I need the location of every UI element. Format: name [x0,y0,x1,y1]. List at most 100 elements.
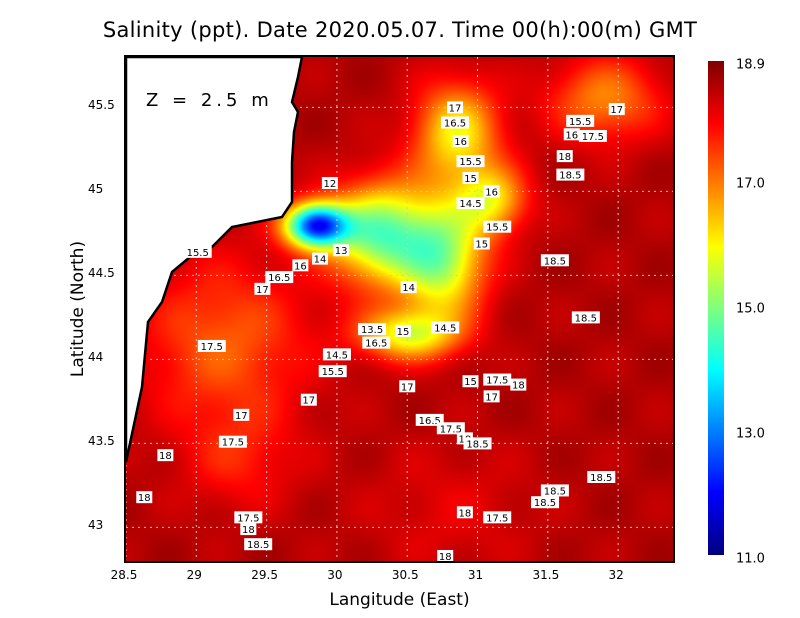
contour-label: 16 [485,187,498,198]
contour-label-bg [183,245,212,258]
contour-label: 18.5 [575,313,597,324]
contour-label: 18 [138,493,151,504]
land-coastline [126,57,304,463]
contour-label-bg [436,422,465,435]
colorbar-tick-label: 11.0 [736,551,765,567]
contour-label: 17 [235,411,248,422]
contour-label: 18.5 [534,498,556,509]
contour-label: 17 [256,285,269,296]
contour-label-bg [399,380,416,393]
contour-label: 13.5 [361,325,383,336]
contour-label-bg [556,168,585,181]
depth-annotation: Z = 2.5 m [146,90,273,111]
contour-label: 14.5 [326,350,348,361]
contour-label: 16 [565,130,578,141]
contour-label: 18 [439,552,452,561]
contour-label: 18.5 [590,473,612,484]
contour-label-bg [510,378,527,391]
contour-label: 15.5 [322,367,344,378]
contour-label: 18 [459,508,472,519]
contour-label: 12 [324,179,337,190]
contour-label-bg [483,185,500,198]
contour-label-bg [483,373,512,386]
x-tick-label: 28.5 [110,568,138,582]
y-tick-label: 43 [88,518,104,533]
contour-label: 13 [335,246,348,257]
contour-label: 18 [558,152,571,163]
contour-label-bg [358,323,387,336]
contour-label: 14.5 [459,199,481,210]
contour-label: 16.5 [268,273,290,284]
contour-label-bg [431,321,460,334]
contour-label: 17.5 [582,132,604,143]
contour-label: 15.5 [187,248,209,259]
contour-label-bg [240,523,257,536]
contour-label-bg [312,252,329,265]
contour-label: 15.5 [486,223,508,234]
contour-label: 18.5 [544,486,566,497]
x-tick-label: 31 [467,568,484,582]
contour-label: 14 [314,255,327,266]
contour-label-bg [456,506,473,519]
map-overlay: 1716.51615.5151214.51615.5151315.5141616… [126,57,673,561]
contour-label-bg [483,220,512,233]
contour-label: 17.5 [201,342,223,353]
contour-label: 15 [475,239,488,250]
colorbar [708,61,724,555]
contour-label-bg [292,259,309,272]
contour-label: 16.5 [444,119,466,130]
contour-label-bg [244,538,273,551]
contour-label: 17 [610,105,623,116]
contour-label-bg [587,471,616,483]
y-tick-label: 45 [88,182,104,197]
x-axis-label: Langitude (East) [329,590,470,610]
contour-label: 14 [402,283,415,294]
contour-label: 14.5 [434,323,456,334]
contour-label: 18.5 [247,540,269,551]
contour-label: 15 [464,174,477,185]
contour-label-bg [462,171,479,184]
contour-label: 17.5 [486,513,508,524]
contour-label-bg [362,336,391,349]
contour-label-bg [197,339,226,352]
x-tick-label: 29 [186,568,202,582]
colorbar-tick-label: 18.9 [736,57,765,73]
contour-label-bg [463,437,492,450]
contour-label-bg [483,511,512,524]
contour-label-bg [318,365,347,378]
contour-label-bg [556,150,573,163]
colorbar-tick-label: 13.0 [736,426,765,442]
contour-label-bg [566,114,595,127]
contour-label: 17.5 [486,376,508,387]
contour-label-bg [218,435,247,448]
contour-label-bg [415,413,444,426]
contour-label: 17.5 [440,424,462,435]
contour-label-bg [321,177,338,189]
contour-label-bg [441,116,470,129]
y-tick-label: 45.5 [88,98,115,113]
contour-label: 15.5 [569,117,591,128]
contour-label: 18.5 [559,171,581,182]
contour-label-bg [563,128,580,141]
contour-label: 16 [454,137,467,148]
contour-label-bg [157,449,174,462]
plot-area: 17 16.5 16 15.5 15 12 14.5 16 15.5 15 13 15.5 14 16 16… [124,55,675,563]
contour-label-bg [456,197,485,210]
colorbar-tick-label: 15.0 [736,301,765,317]
contour-label-bg [456,155,485,168]
x-tick-label: 31.5 [532,568,560,582]
contour-label: 17 [449,103,462,114]
y-tick-label: 43.5 [88,434,115,449]
contour-label: 15.5 [459,157,481,168]
contour-label-bg [473,237,490,250]
contour-label: 16.5 [419,416,441,427]
contour-label-bg [265,271,294,284]
contour-label-bg [300,393,317,406]
contour-label: 18.5 [466,439,488,450]
contour-label-bg [234,511,263,524]
contour-label-bg [452,135,469,147]
contour-label: 16.5 [365,339,387,350]
contour-label-bg [540,484,569,497]
x-tick-label: 30.5 [391,568,419,582]
contour-label-bg [578,129,607,142]
